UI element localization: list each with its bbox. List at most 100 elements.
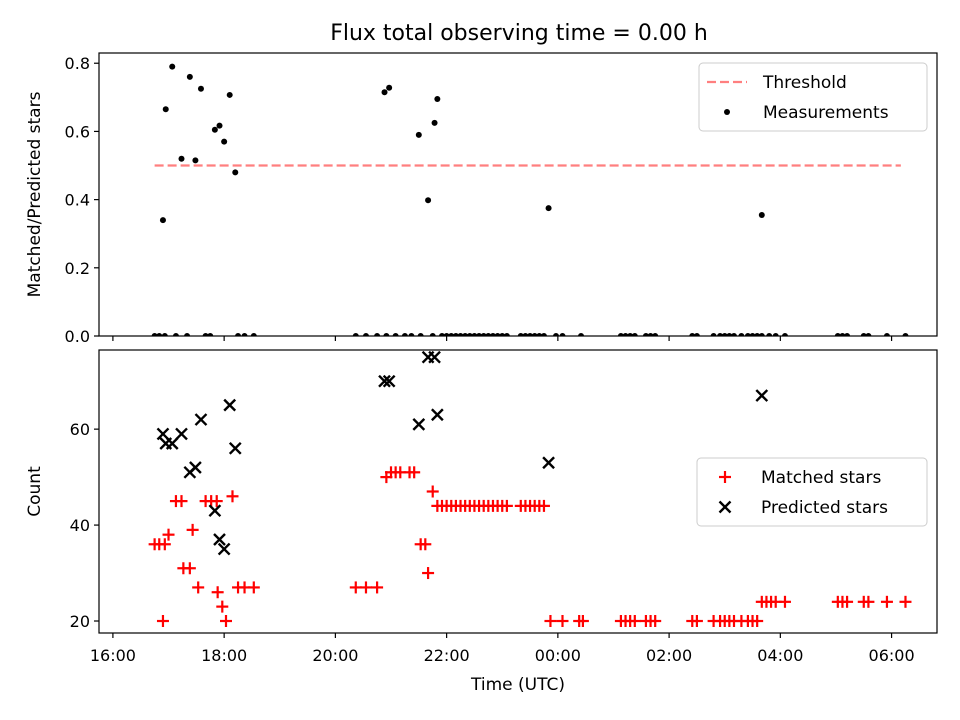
measurement-point — [721, 333, 728, 336]
y-tick-label: 0.0 — [65, 327, 90, 346]
measurement-point — [865, 333, 872, 336]
legend: Matched stars Predicted stars — [696, 457, 928, 527]
legend-label: Threshold — [762, 73, 847, 93]
measurement-point — [480, 333, 487, 336]
measurement-point — [772, 333, 779, 336]
matched-star-point — [408, 466, 421, 479]
measurement-point — [902, 333, 909, 336]
measurement-point — [536, 333, 543, 336]
measurement-point — [431, 119, 438, 126]
measurement-point — [726, 333, 733, 336]
legend-swatch — [719, 471, 731, 483]
y-tick-label: 40 — [70, 516, 90, 535]
measurement-point — [386, 84, 393, 91]
measurement-point — [452, 333, 459, 336]
measurement-point — [443, 333, 450, 336]
matched-star-point — [226, 490, 239, 503]
measurement-point — [499, 333, 506, 336]
measurement-point — [471, 333, 478, 336]
matched-star-point — [349, 581, 362, 594]
legend-entry: Threshold — [707, 73, 847, 93]
measurement-point — [730, 333, 737, 336]
y-tick-label: 60 — [70, 420, 90, 439]
x-axis-label: Time (UTC) — [470, 675, 565, 695]
matched-star-point — [649, 615, 662, 628]
legend-box — [696, 457, 928, 527]
measurement-point — [434, 96, 441, 103]
measurement-point — [844, 333, 851, 336]
matched-star-point — [537, 499, 550, 512]
measurement-point — [425, 197, 432, 204]
measurement-point — [457, 333, 464, 336]
matched-star-point — [219, 615, 232, 628]
matched-star-point — [899, 595, 912, 608]
matched-star-point — [841, 595, 854, 608]
measurement-point — [415, 131, 422, 138]
measurement-point — [381, 89, 388, 96]
matched-star-point — [211, 586, 224, 599]
matched-star-point — [183, 562, 196, 575]
measurement-point — [250, 333, 257, 336]
predicted-star-point — [412, 417, 426, 431]
measurement-point — [839, 333, 846, 336]
measurement-point — [559, 333, 566, 336]
predicted-star-point — [428, 350, 441, 364]
measurement-point — [216, 122, 223, 129]
measurement-point — [693, 333, 700, 336]
measurement-point — [374, 333, 381, 336]
matched-star-point — [359, 581, 372, 594]
legend: Threshold Measurements — [698, 62, 928, 132]
measurement-point — [161, 333, 168, 336]
measurement-point — [462, 333, 469, 336]
matched-star-point — [751, 615, 764, 628]
measurement-point — [162, 106, 169, 113]
measurement-point — [202, 333, 209, 336]
measurement-point — [617, 333, 624, 336]
predicted-star-point — [431, 408, 444, 422]
measurement-point — [178, 155, 185, 162]
measurement-point — [766, 333, 773, 336]
measurement-point — [362, 333, 369, 336]
measurement-point — [485, 333, 492, 336]
measurement-point — [758, 211, 765, 218]
measurement-point — [383, 333, 390, 336]
measurement-point — [754, 333, 761, 336]
measurement-point — [627, 333, 634, 336]
legend-label: Matched stars — [761, 468, 881, 488]
measurement-point — [429, 333, 436, 336]
matched-star-point — [862, 595, 875, 608]
matched-star-point — [419, 538, 432, 551]
series-predicted-stars — [156, 350, 769, 556]
y-axis-label: Count — [25, 466, 45, 517]
matched-star-point — [371, 581, 384, 594]
measurement-point — [476, 333, 483, 336]
predicted-star-point — [755, 389, 769, 402]
predicted-star-point — [213, 533, 226, 546]
measurement-point — [883, 333, 890, 336]
legend-entry: Matched stars — [719, 468, 881, 488]
matched-star-point — [210, 495, 223, 508]
legend-swatch — [724, 109, 730, 115]
legend-entry: Predicted stars — [718, 498, 888, 518]
matched-star-point — [500, 499, 513, 512]
predicted-star-point — [542, 456, 555, 470]
measurement-point — [232, 169, 239, 176]
legend-label: Measurements — [763, 103, 889, 123]
legend-box — [698, 62, 928, 132]
measurement-point — [172, 333, 179, 336]
measurement-point — [448, 333, 455, 336]
matched-star-point — [544, 615, 557, 628]
matched-star-point — [216, 600, 229, 613]
y-axis-label: Matched/Predicted stars — [25, 91, 45, 297]
matched-star-point — [192, 581, 205, 594]
matched-star-point — [247, 581, 260, 594]
y-tick-label: 0.2 — [65, 259, 90, 278]
predicted-star-point — [165, 437, 179, 450]
legend-label: Predicted stars — [761, 498, 888, 518]
measurement-point — [578, 333, 585, 336]
measurement-point — [744, 333, 751, 336]
measurement-point — [169, 63, 176, 70]
measurement-point — [545, 205, 552, 212]
x-tick-label: 18:00 — [201, 646, 247, 665]
predicted-star-point — [189, 461, 202, 474]
